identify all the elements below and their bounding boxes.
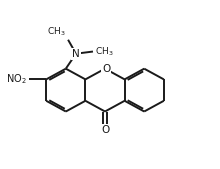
- Text: CH$_3$: CH$_3$: [48, 25, 66, 38]
- Text: O: O: [101, 125, 109, 135]
- Text: NO$_2$: NO$_2$: [6, 73, 26, 86]
- Text: O: O: [102, 64, 110, 74]
- Text: N: N: [72, 49, 80, 59]
- Text: CH$_3$: CH$_3$: [95, 45, 114, 58]
